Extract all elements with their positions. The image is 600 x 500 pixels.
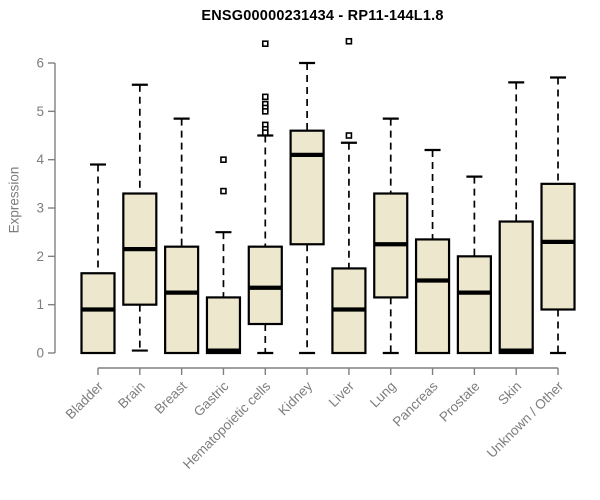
- outlier-point: [261, 129, 269, 136]
- x-tick-label: Bladder: [63, 378, 107, 422]
- y-tick-label: 0: [36, 346, 44, 361]
- box-5: [289, 129, 325, 246]
- outlier-point: [220, 156, 227, 163]
- x-tick-label: Breast: [152, 378, 190, 416]
- outlier-point: [261, 108, 269, 115]
- outlier-point: [261, 40, 269, 47]
- y-tick-label: 2: [36, 249, 44, 264]
- x-tick-label: Pancreas: [390, 378, 441, 429]
- outlier-point: [261, 93, 269, 101]
- chart-title: ENSG00000231434 - RP11-144L1.8: [201, 8, 444, 24]
- box-0: [80, 272, 116, 355]
- x-tick-label: Gastric: [191, 378, 232, 419]
- x-tick-label: Brain: [115, 379, 148, 412]
- y-tick-label: 6: [36, 56, 44, 71]
- box-4: [247, 245, 283, 326]
- box-2: [164, 245, 200, 355]
- y-tick-label: 4: [36, 152, 44, 167]
- box-3: [205, 296, 242, 355]
- x-tick-label: Kidney: [275, 378, 315, 418]
- box-11: [540, 182, 576, 311]
- box-9: [456, 255, 492, 355]
- box-8: [414, 238, 451, 355]
- box-10: [498, 220, 534, 355]
- outlier-point: [345, 37, 353, 45]
- outlier-point: [220, 187, 227, 195]
- y-tick-label: 1: [36, 297, 44, 312]
- x-tick-label: Unknown / Other: [484, 378, 567, 461]
- y-tick-label: 3: [36, 201, 44, 216]
- x-tick-label: Lung: [367, 379, 399, 411]
- x-tick-label: Skin: [495, 379, 524, 408]
- y-tick-label: 5: [36, 104, 44, 119]
- outlier-point: [345, 132, 353, 139]
- x-tick-label: Liver: [326, 378, 358, 410]
- x-tick-label: Prostate: [436, 379, 482, 425]
